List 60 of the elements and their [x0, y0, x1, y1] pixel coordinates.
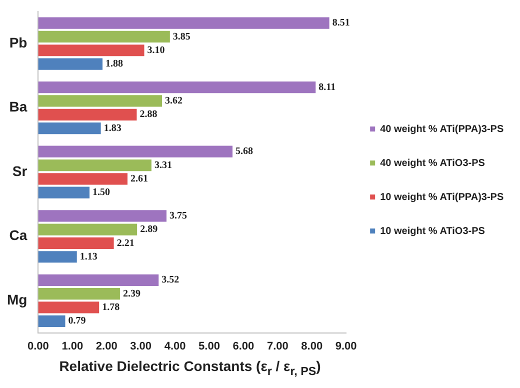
x-axis-title: Relative Dielectric Constants (ε$_{r}$ / ε$_{r, PS}$)	[58, 358, 322, 378]
bar	[38, 288, 120, 300]
legend-label: 10 weight % ATi(PPA)3-PS	[380, 192, 504, 203]
data-label: 0.79	[68, 316, 86, 327]
data-label: 3.85	[172, 31, 190, 42]
x-tick-label: 4.00	[164, 340, 186, 352]
data-label: 3.10	[147, 44, 165, 56]
y-tick-label: Pb	[9, 34, 28, 50]
bar	[38, 146, 233, 158]
x-tick-label: 5.00	[198, 340, 220, 352]
bar	[38, 302, 100, 314]
x-tick-label: 3.00	[130, 340, 152, 352]
legend-label: 40 weight % ATiO3-PS	[380, 158, 486, 169]
bar	[38, 159, 152, 172]
bar	[38, 82, 316, 94]
data-label: 3.62	[165, 96, 183, 107]
data-label: 2.39	[122, 288, 140, 300]
bar	[38, 30, 170, 43]
bar	[38, 122, 101, 134]
bar	[38, 108, 137, 120]
y-tick-label: Mg	[6, 292, 28, 308]
legend-label: 10 weight % ATiO3-PS	[380, 226, 486, 237]
data-label: 1.78	[102, 302, 120, 314]
data-label: 1.83	[104, 122, 122, 134]
y-tick-label: Ba	[9, 98, 28, 115]
bar	[38, 58, 103, 70]
legend-label: 40 weight % ATi(PPA)3-PS	[380, 124, 504, 135]
data-label: 3.75	[169, 210, 187, 222]
data-label: 2.21	[116, 238, 134, 249]
bar	[38, 274, 159, 286]
bar	[38, 44, 144, 56]
x-tick-label: 0.00	[28, 340, 49, 352]
data-label: 3.52	[162, 274, 180, 286]
x-tick-label: 1.00	[62, 340, 84, 352]
bar	[38, 186, 90, 198]
x-tick-label: 9.00	[335, 340, 357, 352]
data-label: 2.88	[140, 109, 158, 120]
y-tick-label: Sr	[12, 162, 28, 179]
data-label: 1.50	[92, 187, 110, 198]
bar	[38, 173, 128, 185]
x-tick-label: 8.00	[301, 340, 323, 352]
data-label: 5.68	[236, 146, 254, 158]
y-tick-label: Ca	[9, 227, 28, 244]
bar	[38, 17, 330, 29]
x-tick-label: 7.00	[266, 340, 288, 352]
data-label: 8.11	[318, 82, 336, 93]
bar	[38, 237, 114, 250]
data-label: 2.61	[130, 174, 148, 185]
data-label: 3.31	[154, 160, 172, 171]
data-label: 2.89	[140, 224, 158, 236]
bar	[38, 95, 162, 107]
data-label: 1.13	[80, 251, 98, 262]
x-tick-label: 6.00	[232, 340, 254, 352]
bar	[38, 251, 77, 263]
x-tick-label: 2.00	[96, 340, 118, 352]
bar	[38, 210, 166, 222]
bar	[38, 315, 66, 327]
data-label: 8.51	[332, 18, 350, 29]
bar	[38, 224, 138, 236]
data-label: 1.88	[106, 58, 124, 70]
